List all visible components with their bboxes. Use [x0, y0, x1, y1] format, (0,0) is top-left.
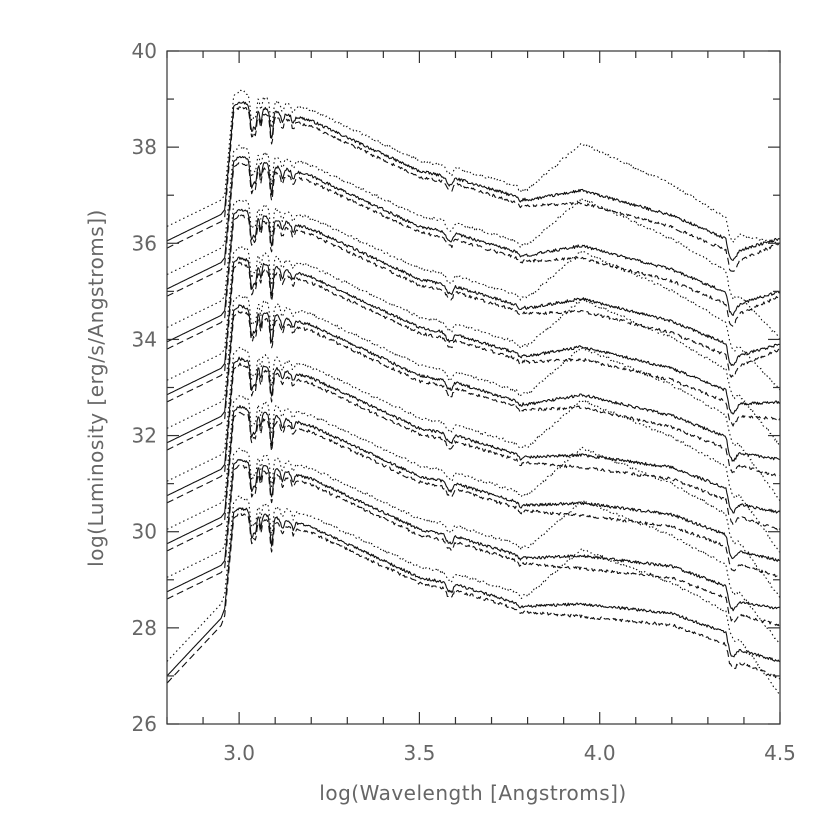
spectrum-solid-8	[166, 458, 781, 612]
spectrum-solid-5	[166, 304, 781, 462]
spectrum-dashed-5	[166, 310, 781, 477]
x-tick-label: 4.5	[764, 741, 796, 765]
x-axis-title: log(Wavelength [Angstroms])	[319, 781, 626, 805]
spectrum-solid-4	[166, 256, 781, 415]
spectrum-solid-7	[166, 404, 781, 562]
x-tick-label: 3.0	[223, 741, 255, 765]
spectrum-dashed-7	[166, 411, 781, 578]
spectrum-solid-3	[166, 208, 781, 366]
spectrum-dotted-9	[166, 495, 781, 696]
y-tick-label: 32	[132, 424, 157, 448]
plot-frame	[166, 50, 781, 725]
spectrum-dotted-6	[166, 346, 781, 553]
y-axis-title: log(Luminosity [erg/s/Angstroms])	[84, 209, 108, 567]
y-tick-label: 30	[132, 520, 157, 544]
y-tick-label: 28	[132, 616, 157, 640]
spectrum-dashed-2	[166, 161, 781, 327]
spectrum-dotted-3	[166, 199, 781, 391]
spectrum-dashed-4	[166, 261, 781, 427]
label-layer: 3.0 3.5 4.0 4.5 26 28 30 32 34 36 38 40	[132, 39, 796, 765]
series-layer	[166, 89, 781, 696]
spectrum-solid-9	[166, 507, 781, 677]
spectrum-dotted-7	[166, 394, 781, 599]
spectrum-dotted-8	[166, 447, 781, 645]
spectrum-solid-1	[166, 101, 781, 261]
y-tick-label: 40	[132, 39, 157, 63]
x-tick-label: 3.5	[404, 741, 436, 765]
spectrum-dashed-1	[166, 106, 781, 272]
y-tick-label: 34	[132, 327, 157, 351]
spectrum-dashed-3	[166, 213, 781, 378]
y-tick-label: 36	[132, 231, 157, 255]
spectrum-solid-6	[166, 356, 781, 514]
spectrum-dotted-5	[166, 294, 781, 502]
spectrum-dashed-9	[166, 511, 781, 684]
spectrum-solid-2	[166, 155, 781, 316]
spectrum-dashed-6	[166, 362, 781, 531]
y-tick-label: 26	[132, 712, 157, 736]
spectrum-dashed-8	[166, 464, 781, 628]
spectrum-dotted-1	[166, 89, 781, 246]
x-tick-label: 4.0	[584, 741, 616, 765]
y-tick-label: 38	[132, 135, 157, 159]
